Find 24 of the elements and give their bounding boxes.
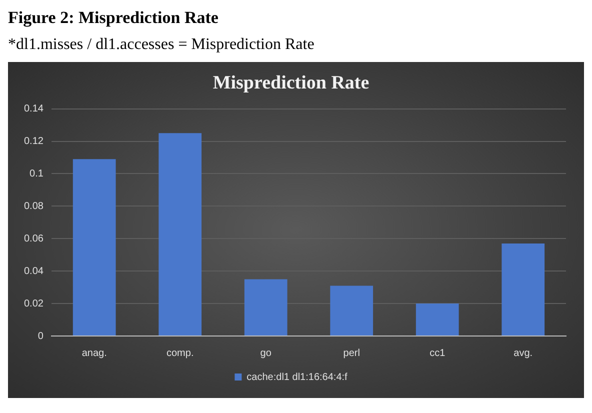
y-tick-label: 0.14 — [24, 104, 44, 115]
x-tick-label: go — [260, 348, 272, 359]
y-tick-label: 0.12 — [24, 136, 44, 148]
text: *dl1.misses / dl1.accesses = Misprediction Rate — [8, 36, 316, 54]
bar — [72, 159, 116, 336]
bar — [330, 286, 374, 336]
x-tick-label: perl — [343, 348, 360, 359]
x-tick-label: comp. — [166, 348, 194, 359]
x-tick-label: anag. — [82, 348, 107, 359]
caption: Figure 2: Misprediction Rate — [8, 8, 220, 28]
bar — [244, 279, 288, 336]
legend-label: cache:dl1 dl1:16:64:4:f — [246, 372, 348, 383]
y-tick-label: 0.02 — [24, 298, 44, 310]
y-tick-label: 0.08 — [24, 200, 44, 212]
x-tick-label: cc1 — [430, 348, 446, 359]
x-tick-label: avg. — [514, 348, 533, 359]
chart-title: Misprediction Rate — [212, 72, 370, 94]
bar — [416, 304, 459, 336]
bar — [502, 243, 545, 336]
y-tick-label: 0.1 — [30, 168, 44, 180]
y-tick-label: 0 — [38, 330, 44, 342]
y-tick-label: 0.04 — [24, 266, 44, 277]
bar — [158, 133, 202, 336]
y-tick-label: 0.06 — [24, 233, 44, 244]
